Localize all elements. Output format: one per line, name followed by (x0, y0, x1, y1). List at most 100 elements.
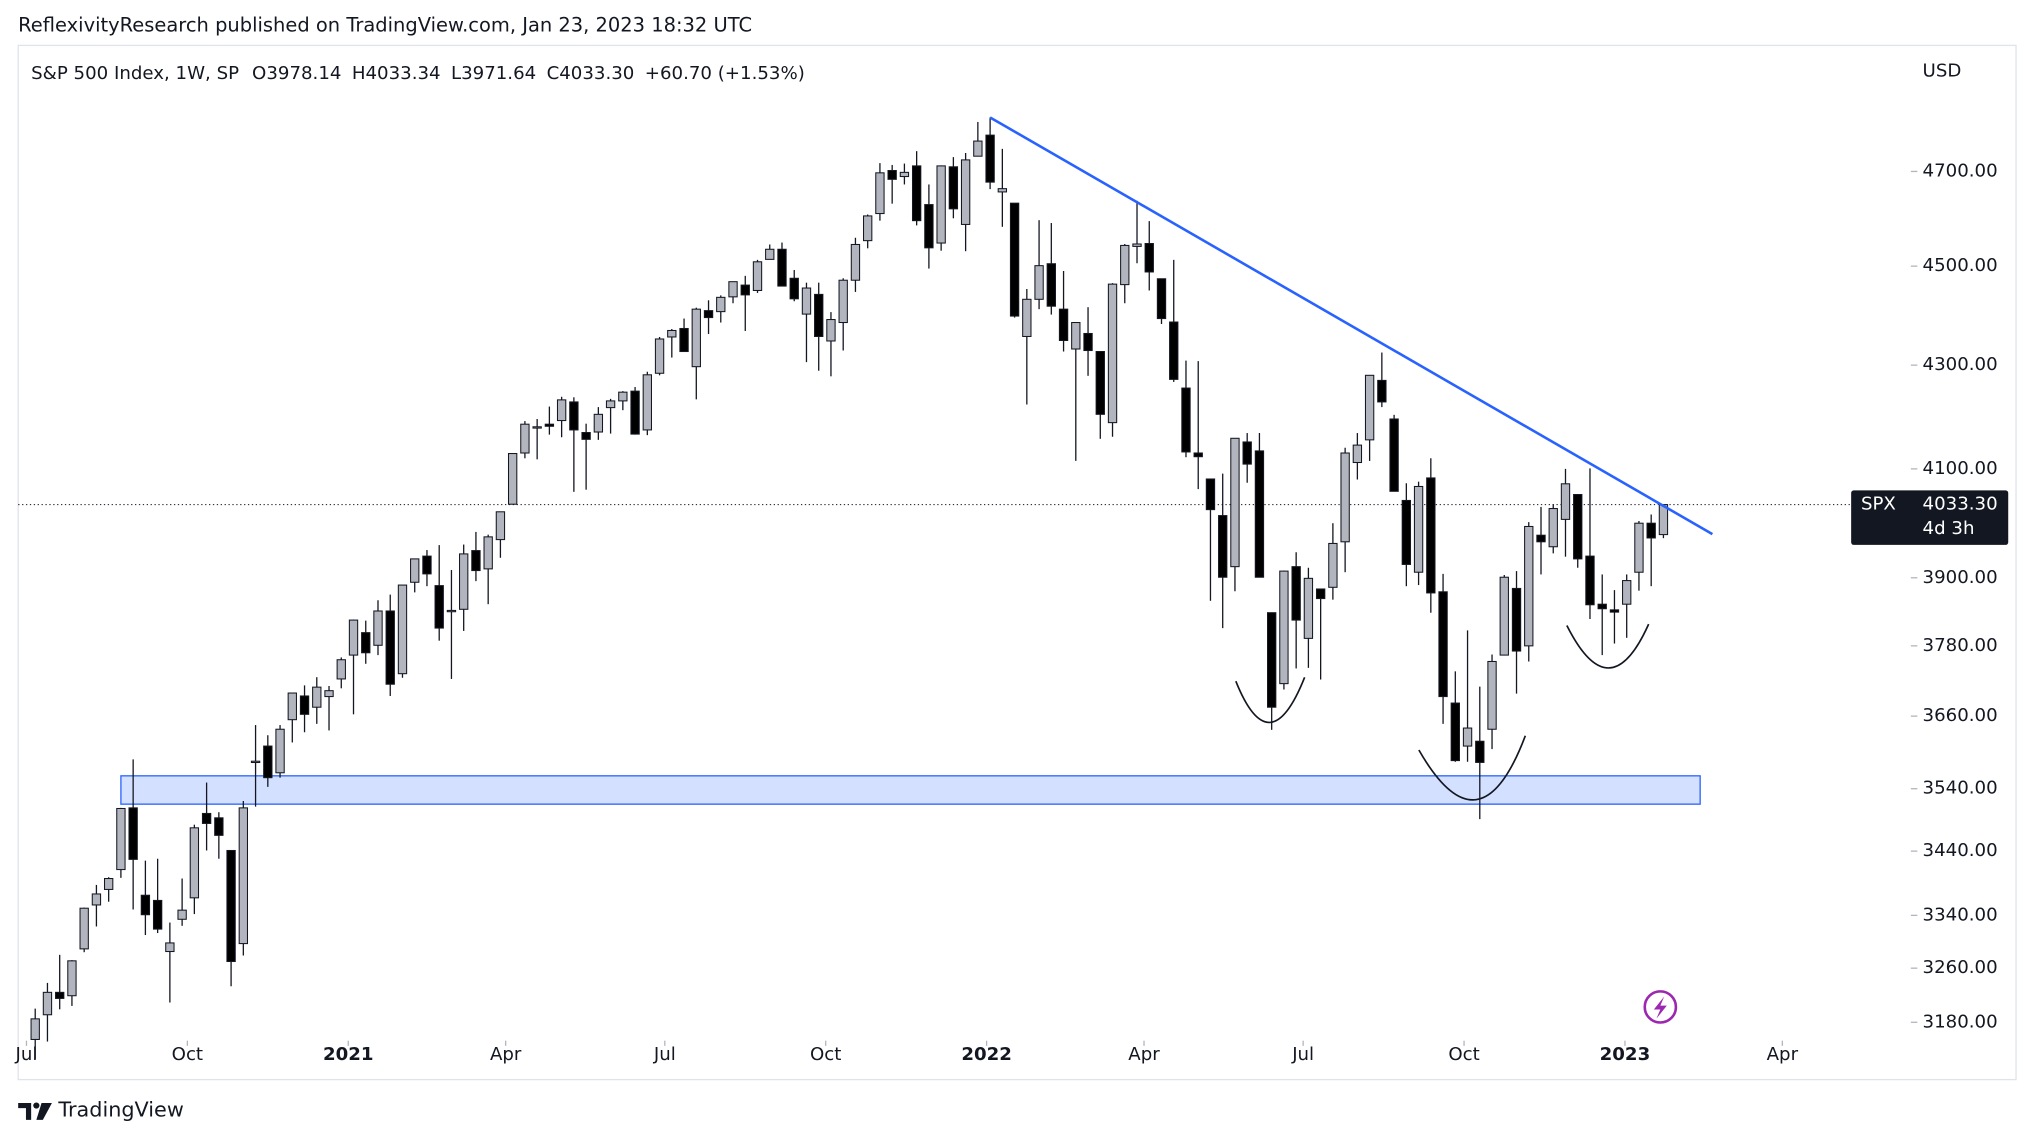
candle-body (1609, 609, 1620, 613)
candle-body (495, 511, 506, 541)
plot: 3180.00 3260.00 3340.00 3440.00 3540.00 3660.… (15, 116, 2009, 1065)
candle-body (973, 140, 983, 157)
candle-body (1548, 508, 1558, 548)
candle-body (385, 610, 395, 685)
candle-body (1107, 283, 1118, 424)
candle-body (91, 893, 102, 906)
candle-body (1009, 202, 1020, 317)
candle-body (985, 134, 995, 183)
brand-name: TradingView (57, 1098, 183, 1122)
candle-body (752, 261, 763, 291)
candle-body (960, 159, 971, 225)
candle-body (348, 619, 359, 656)
legend: S&P 500 Index, 1W, SP O3978.14 H4033.34 L3… (31, 63, 805, 84)
candle-body (740, 284, 750, 296)
candle-body (630, 390, 640, 435)
candle-body (838, 279, 848, 324)
candle-body (826, 319, 836, 342)
candle-body (948, 166, 959, 210)
candle-body (79, 907, 89, 950)
y-tick-label: 4700.00 (1923, 160, 1998, 181)
candle-body (679, 327, 689, 353)
candle-body (422, 555, 432, 575)
candle-body (1120, 244, 1130, 286)
candle-body (924, 204, 934, 249)
candle-body (593, 413, 604, 433)
candle-body (299, 695, 310, 715)
candle-body (1499, 576, 1509, 656)
candle-body (312, 686, 322, 708)
candle-body (887, 169, 897, 180)
y-tick-label: 3180.00 (1923, 1011, 1998, 1032)
legend-value: C4033.30 (547, 63, 635, 84)
candle-body (1585, 555, 1595, 606)
candle-body (1340, 452, 1350, 543)
lightning-icon[interactable] (1643, 990, 1678, 1024)
candle-body (1181, 387, 1191, 453)
trendline (989, 116, 1714, 536)
candle-body (1364, 374, 1375, 441)
candle-body (1267, 612, 1277, 708)
candle-body (1169, 321, 1179, 380)
candle-body (605, 400, 616, 409)
candle-body (1328, 542, 1338, 588)
candle-body (140, 894, 151, 916)
candle-body (275, 728, 285, 774)
candle-body (238, 807, 249, 945)
shoulder-arc (1566, 623, 1650, 669)
head-arc (1418, 735, 1527, 801)
price-tag-countdown: 4d 3h (1923, 518, 1975, 539)
candle-body (1475, 740, 1485, 763)
candle-body (1046, 263, 1056, 307)
candle-body (556, 399, 567, 422)
candle-body (189, 827, 200, 899)
x-tick-label: Oct (172, 1044, 203, 1065)
candle-body (1230, 437, 1240, 568)
candle-body (128, 807, 138, 860)
candle-body (569, 401, 579, 431)
x-tick-label: Apr (1128, 1044, 1160, 1065)
x-tick-label: 2022 (961, 1044, 1012, 1065)
candle-body (899, 171, 910, 178)
candle-body (777, 248, 787, 287)
candle-body (618, 391, 628, 402)
x-tick-label: 2021 (323, 1044, 374, 1065)
candle-body (875, 172, 885, 215)
x-tick-label: Oct (1448, 1044, 1479, 1065)
candle-body (250, 760, 261, 764)
candle-body (397, 584, 408, 675)
candle-body (1156, 278, 1167, 320)
candle-body (1071, 322, 1081, 350)
brand-logo (18, 1102, 52, 1120)
candle-body (1034, 265, 1044, 300)
candle-body (1022, 298, 1032, 337)
publisher-line: ReflexivityResearch published on Trading… (18, 13, 752, 36)
candle-body (1438, 591, 1448, 698)
candle-body (434, 585, 444, 629)
candle-body (373, 610, 383, 646)
y-tick-label: 3440.00 (1923, 840, 1998, 861)
candle-body (214, 817, 224, 836)
legend-value: L3971.64 (451, 63, 536, 84)
candle-body (361, 632, 371, 654)
candle-body (863, 215, 873, 242)
legend-value: +60.70 (+1.53%) (645, 63, 805, 84)
candle-body (1560, 483, 1571, 520)
candle-body (642, 374, 652, 431)
candle-body (1218, 515, 1228, 578)
candle-body (1352, 444, 1363, 464)
candle-body (287, 692, 297, 721)
candle-body (263, 745, 273, 779)
x-tick-label: Oct (810, 1044, 841, 1065)
candle-body (654, 338, 665, 374)
candle-body (936, 165, 946, 244)
y-tick-label: 3260.00 (1923, 957, 1998, 978)
candle-body (1646, 522, 1656, 539)
candle-body (201, 812, 212, 824)
chart-frame (17, 44, 2017, 1081)
candle-body (336, 659, 346, 680)
candle-body (801, 287, 812, 315)
candle-body (1622, 580, 1632, 605)
candle-body (67, 960, 77, 997)
candle-body (483, 536, 493, 570)
